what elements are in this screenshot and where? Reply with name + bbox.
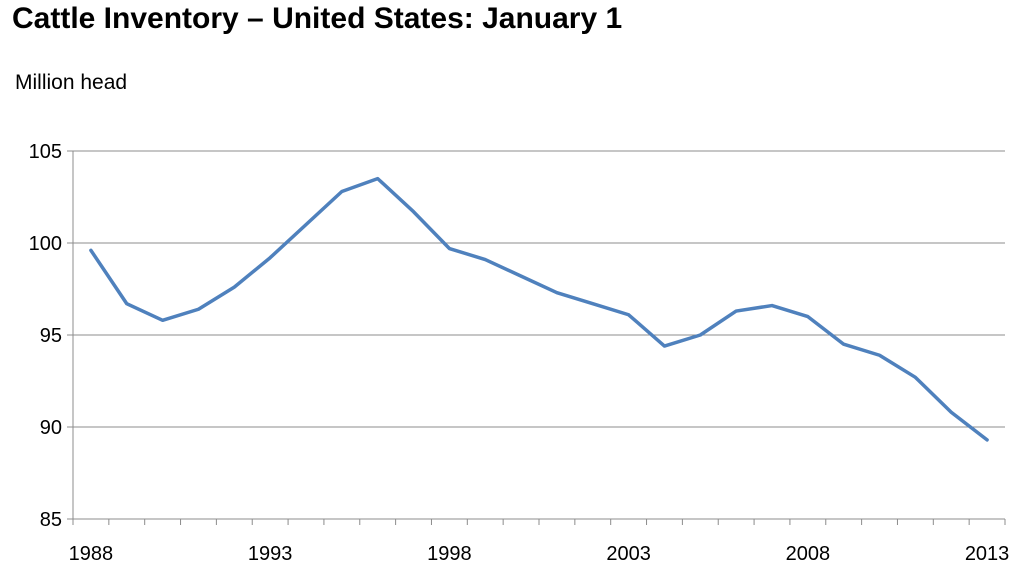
chart-title: Cattle Inventory – United States: Januar… [12,2,623,35]
x-tick-label-1988: 1988 [69,543,114,565]
y-tick-label-95: 95 [40,325,62,347]
x-tick-label-1998: 1998 [427,543,472,565]
series [89,176,989,442]
x-tick-label-1993: 1993 [248,543,293,565]
y-tick-label-105: 105 [29,141,62,163]
tick-labels: 85 90 95 100 105 1988 1993 1998 2003 2008 2013 [29,141,1010,565]
gridlines [73,150,1005,428]
x-tick-label-2013: 2013 [965,543,1010,565]
y-tick-label-85: 85 [40,509,62,531]
series-line-0 [89,176,989,442]
x-tick-label-2008: 2008 [786,543,831,565]
y-tick-label-100: 100 [29,233,62,255]
x-tick-label-2003: 2003 [606,543,651,565]
axes [67,150,1006,525]
y-tick-label-90: 90 [40,417,62,439]
y-axis-unit-label: Million head [15,71,128,94]
